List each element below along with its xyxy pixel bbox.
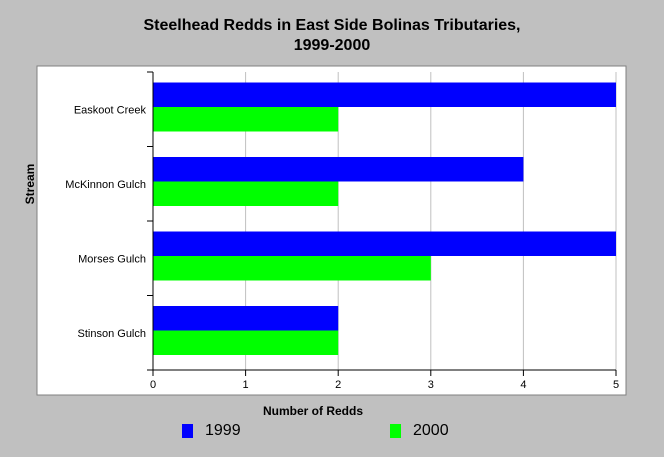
y-tick-label: Easkoot Creek bbox=[74, 104, 147, 116]
bar-stinson-gulch-2000 bbox=[153, 330, 339, 355]
bar-mckinnon-gulch-1999 bbox=[153, 157, 524, 182]
chart-title: Steelhead Redds in East Side Bolinas Tri… bbox=[0, 16, 664, 56]
x-tick-label-4: 4 bbox=[520, 379, 526, 391]
legend-swatch-2000 bbox=[390, 424, 401, 438]
legend-label-1999: 1999 bbox=[205, 422, 241, 439]
y-tick-label: Stinson Gulch bbox=[78, 328, 146, 340]
y-axis-label: Stream bbox=[23, 163, 37, 205]
y-tick-label: Morses Gulch bbox=[78, 253, 146, 265]
bar-easkoot-creek-1999 bbox=[153, 82, 616, 107]
y-tick-label: McKinnon Gulch bbox=[65, 179, 146, 191]
x-tick-label-5: 5 bbox=[613, 379, 619, 391]
x-axis-label: Number of Redds bbox=[262, 404, 363, 418]
bar-morses-gulch-1999 bbox=[153, 231, 616, 256]
chart-title-line-2: 1999-2000 bbox=[293, 37, 371, 54]
bar-morses-gulch-2000 bbox=[153, 256, 431, 281]
chart-title-line-1: Steelhead Redds in East Side Bolinas Tri… bbox=[143, 17, 521, 34]
bar-easkoot-creek-2000 bbox=[153, 107, 339, 132]
x-tick-label-2: 2 bbox=[335, 379, 341, 391]
x-tick-label-3: 3 bbox=[428, 379, 434, 391]
x-tick-label-0: 0 bbox=[150, 379, 156, 391]
bar-mckinnon-gulch-2000 bbox=[153, 181, 339, 206]
legend-swatch-1999 bbox=[182, 424, 193, 438]
x-tick-label-1: 1 bbox=[243, 379, 249, 391]
legend-label-2000: 2000 bbox=[413, 422, 449, 439]
bar-stinson-gulch-1999 bbox=[153, 306, 339, 331]
